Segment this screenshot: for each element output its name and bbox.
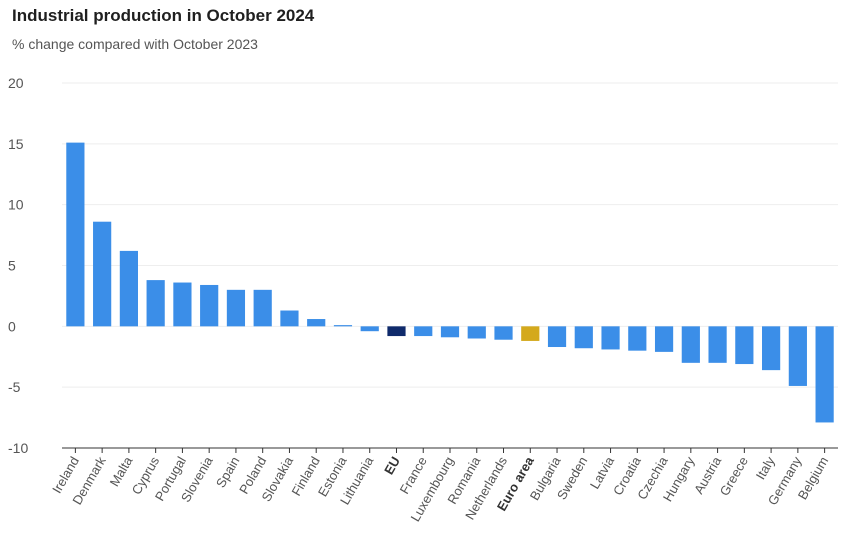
- bar-eu[interactable]: [387, 326, 406, 337]
- bar-slovenia[interactable]: [200, 284, 219, 327]
- bars: [66, 142, 834, 423]
- y-tick-label: 20: [8, 75, 24, 91]
- bar-denmark[interactable]: [93, 221, 112, 327]
- y-tick-label: 15: [8, 136, 24, 152]
- bar-germany[interactable]: [788, 326, 807, 386]
- y-tick-label: 0: [8, 318, 16, 334]
- bar-greece[interactable]: [735, 326, 754, 365]
- bar-bulgaria[interactable]: [547, 326, 567, 348]
- bar-malta[interactable]: [119, 250, 138, 327]
- bar-hungary[interactable]: [681, 326, 700, 363]
- y-axis-ticks: 20 15 10 5 0 -5 -10: [8, 75, 28, 456]
- category-labels: IrelandDenmarkMaltaCyprusPortugalSloveni…: [49, 453, 831, 524]
- bar-italy[interactable]: [762, 326, 781, 371]
- bar-lithuania[interactable]: [360, 326, 379, 332]
- bar-netherlands[interactable]: [494, 326, 513, 340]
- chart-title: Industrial production in October 2024: [12, 6, 315, 25]
- bar-slovakia[interactable]: [280, 310, 299, 327]
- bar-belgium[interactable]: [815, 326, 834, 423]
- bar-luxembourg[interactable]: [440, 326, 460, 338]
- bar-croatia[interactable]: [628, 326, 647, 351]
- bar-romania[interactable]: [467, 326, 486, 339]
- bar-ireland[interactable]: [66, 142, 85, 327]
- bar-portugal[interactable]: [173, 282, 192, 327]
- bar-latvia[interactable]: [601, 326, 620, 350]
- bar-czechia[interactable]: [654, 326, 674, 352]
- bar-spain[interactable]: [226, 289, 246, 327]
- y-tick-label: 5: [8, 258, 16, 274]
- bar-euro-area[interactable]: [521, 326, 540, 341]
- bar-france[interactable]: [414, 326, 433, 337]
- chart-subtitle: % change compared with October 2023: [12, 36, 258, 52]
- bar-cyprus[interactable]: [146, 280, 165, 327]
- bar-poland[interactable]: [253, 289, 272, 327]
- y-tick-label: 10: [8, 197, 24, 213]
- category-label-eu: EU: [381, 454, 403, 477]
- y-tick-label: -10: [8, 440, 28, 456]
- bar-finland[interactable]: [307, 319, 326, 327]
- bar-austria[interactable]: [708, 326, 727, 363]
- y-tick-label: -5: [8, 379, 21, 395]
- bar-sweden[interactable]: [574, 326, 593, 349]
- x-axis: [62, 447, 838, 453]
- gridlines: [62, 82, 838, 388]
- bar-estonia[interactable]: [333, 325, 353, 327]
- category-label-italy: Italy: [753, 454, 778, 483]
